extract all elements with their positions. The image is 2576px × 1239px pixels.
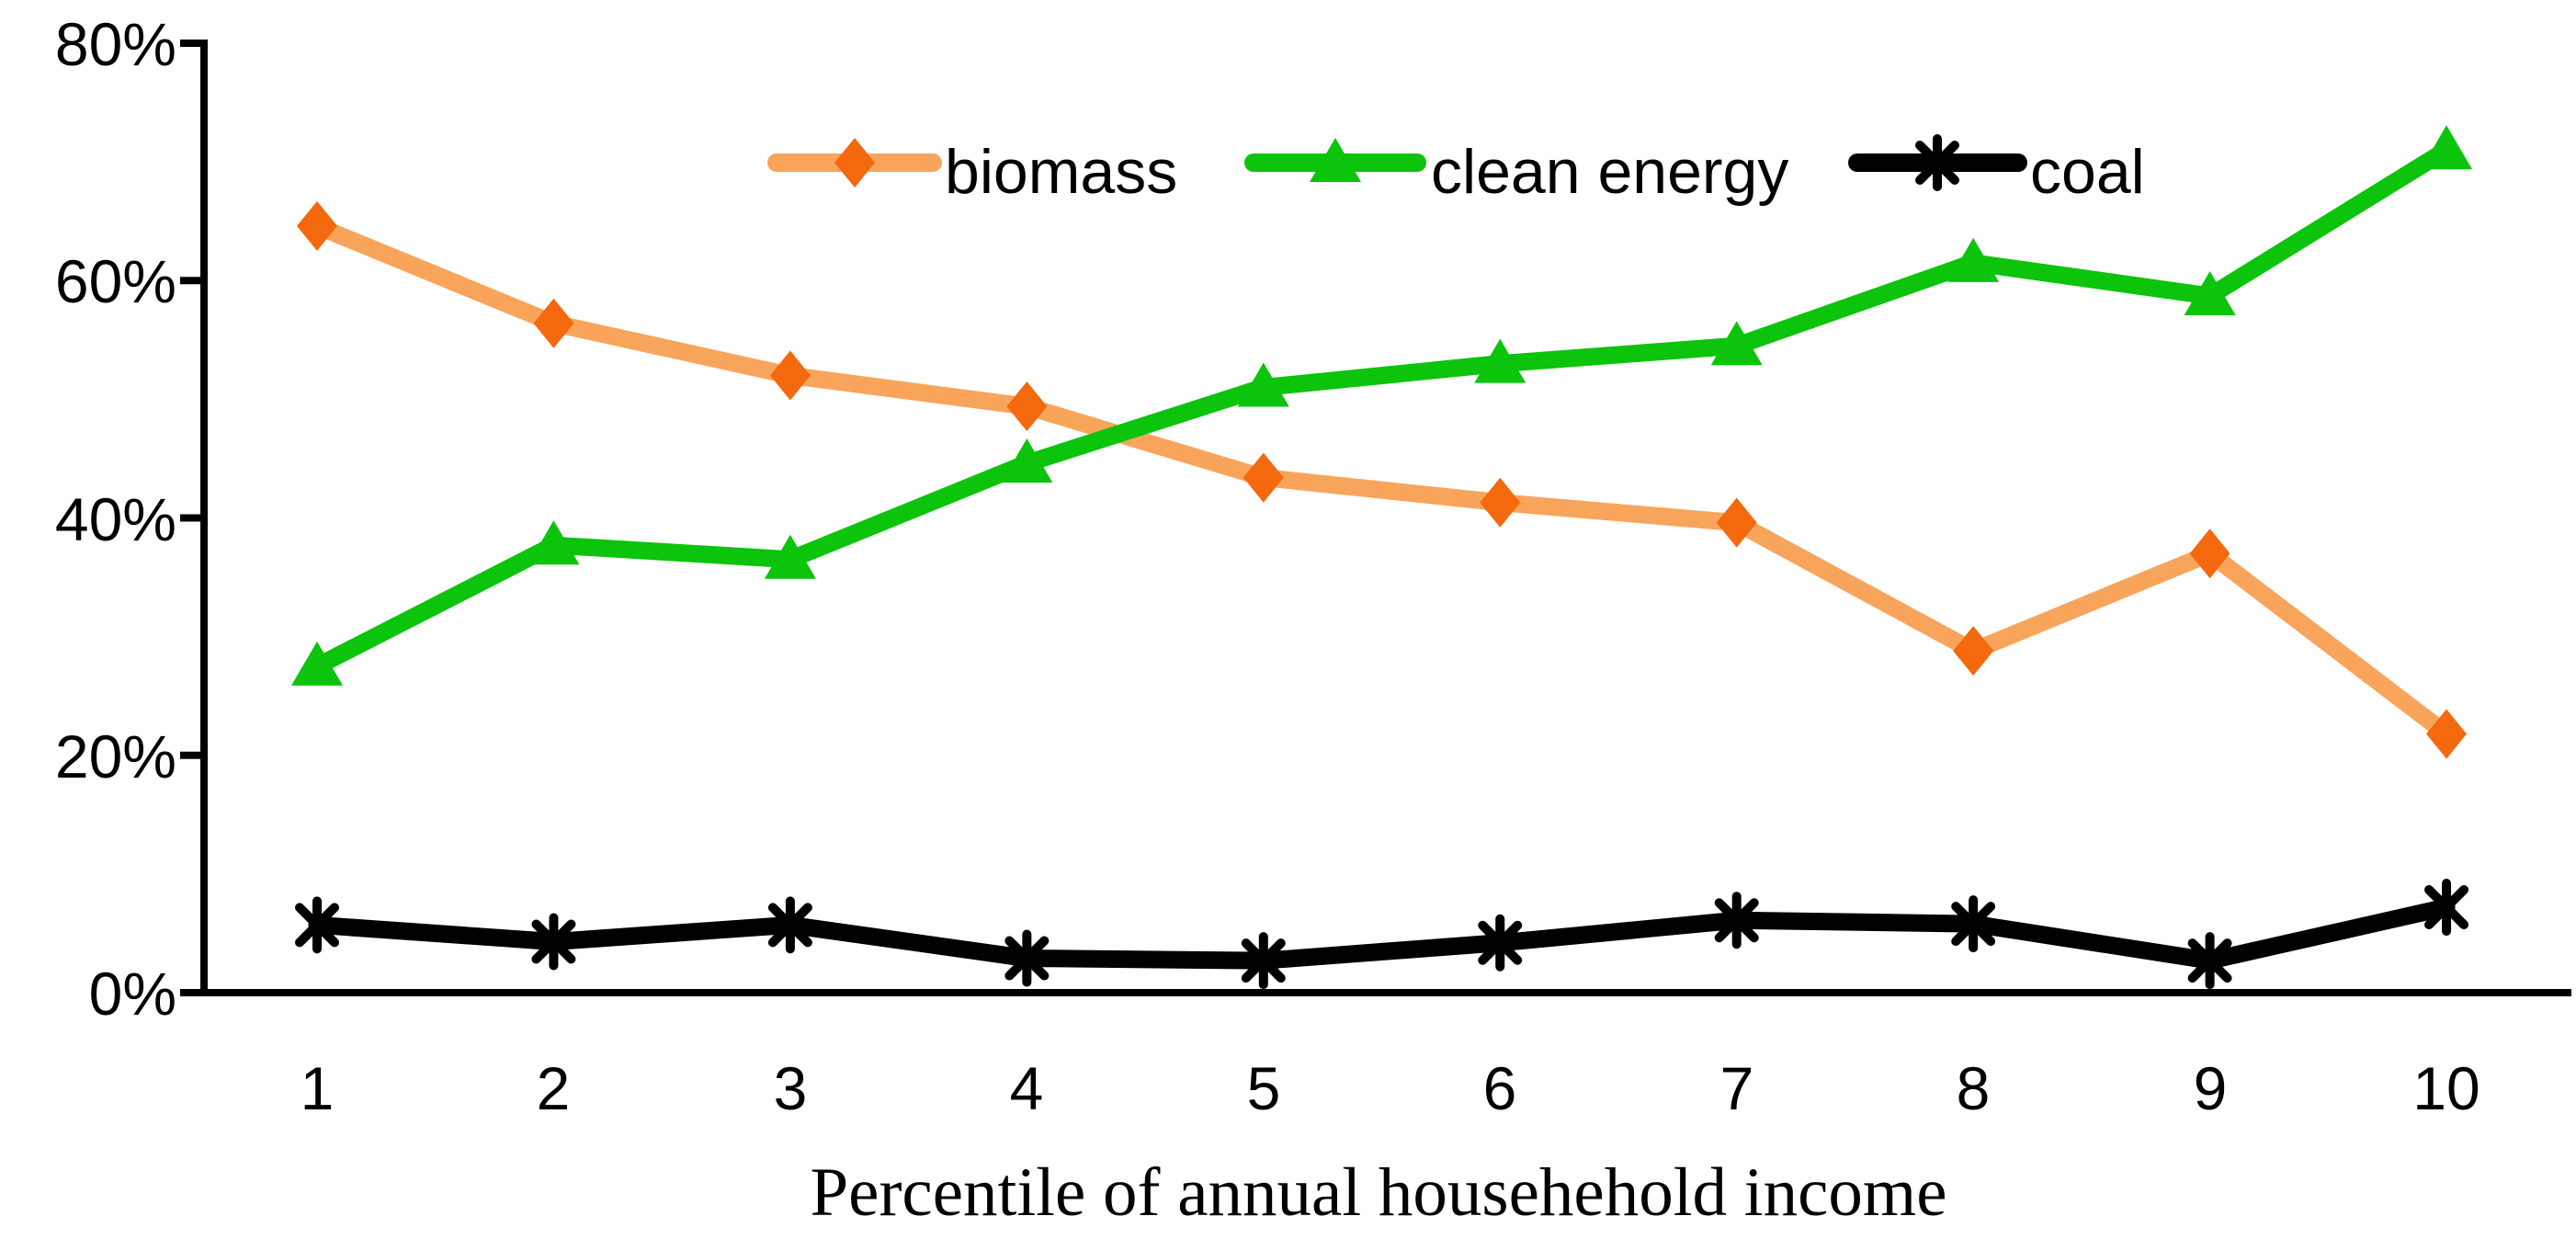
x-tick-label-9: 9 [2194,1054,2228,1122]
legend-label-coal: coal [2030,137,2145,207]
series-biomass-marker-4 [1006,381,1048,432]
y-axis-ticks [180,40,204,996]
legend: biomass clean energy coal [767,134,2145,207]
series-clean-energy-marker-5 [1237,362,1289,407]
series-biomass-line [308,217,2456,744]
series-root [291,125,2473,990]
series-coal-marker-6 [1478,914,1523,972]
y-tick-label-20: 20% [55,722,176,790]
series-coal-marker-5 [1241,932,1286,990]
legend-marker-coal-icon [1915,134,1959,191]
series-clean-energy-marker-7 [1710,321,1763,366]
series-coal-marker-10 [2424,879,2469,937]
series-biomass-marker-8 [1953,626,1994,676]
legend-marker-clean-energy [1310,138,1361,182]
series-biomass-marker-3 [769,350,811,401]
series-coal-marker-7 [1714,892,1759,949]
series-clean-energy-line [308,141,2456,676]
series-clean-energy-marker-2 [528,520,580,565]
series-biomass-marker-1 [297,200,337,251]
series-clean-energy-marker-10 [2421,125,2473,170]
series-coal-marker-9 [2187,932,2232,990]
series-biomass-marker-6 [1480,477,1521,528]
x-tick-label-5: 5 [1247,1054,1281,1122]
legend-label-clean-energy: clean energy [1431,137,1788,207]
series-coal-marker-2 [531,913,576,971]
x-tick-label-3: 3 [774,1054,808,1122]
series-coal-marker-4 [1004,929,1050,987]
legend-label-biomass: biomass [945,137,1177,207]
x-tick-label-10: 10 [2412,1054,2480,1122]
legend-marker-biomass [834,138,875,188]
legend-marker-coal [1915,134,1959,191]
x-tick-label-1: 1 [301,1054,335,1122]
series-coal-marker-3 [767,896,812,954]
legend-marker-clean-energy-icon [1310,138,1361,182]
series-clean-energy [291,125,2473,686]
x-tick-label-4: 4 [1010,1054,1044,1122]
legend-marker-biomass-icon [834,138,875,188]
y-tick-label-0: 0% [89,960,176,1028]
series-biomass-marker-5 [1243,452,1284,503]
y-tick-label-40: 40% [55,485,176,553]
legend-item-biomass: biomass [767,137,1177,207]
series-coal-marker-1 [295,896,339,954]
x-tick-label-8: 8 [1957,1054,1991,1122]
series-biomass-marker-10 [2426,709,2468,759]
series-clean-energy-marker-1 [291,641,343,686]
x-tick-label-6: 6 [1483,1054,1517,1122]
series-biomass-marker-7 [1716,497,1757,548]
series-clean-energy-marker-9 [2184,271,2236,316]
legend-item-coal: coal [1848,134,2145,207]
series-biomass-marker-9 [2189,529,2230,579]
x-tick-label-2: 2 [537,1054,571,1122]
series-clean-energy-marker-6 [1474,338,1526,383]
series-coal-marker-8 [1951,895,1996,953]
y-tick-label-60: 60% [55,247,176,315]
series-biomass [297,200,2468,759]
x-axis-title: Percentile of annual househehold income [810,1154,1946,1231]
series-clean-energy-marker-4 [1001,438,1053,483]
series-coal [295,879,2469,990]
series-clean-energy-marker-3 [764,534,816,579]
series-clean-energy-marker-8 [1947,237,2000,282]
x-tick-label-7: 7 [1720,1054,1754,1122]
legend-item-clean-energy: clean energy [1244,137,1788,207]
series-biomass-marker-2 [533,298,574,348]
series-coal-line [308,898,2456,970]
y-tick-label-80: 80% [55,10,176,78]
